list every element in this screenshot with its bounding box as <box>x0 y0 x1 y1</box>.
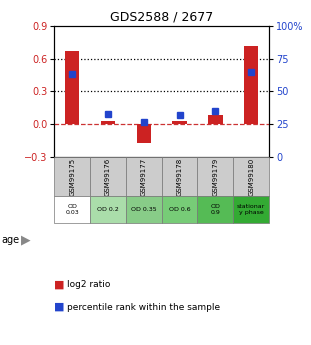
Bar <box>54 157 90 196</box>
Text: OD
0.9: OD 0.9 <box>211 204 220 215</box>
Text: GSM99178: GSM99178 <box>177 158 183 196</box>
Bar <box>90 196 126 223</box>
Bar <box>90 157 126 196</box>
Text: age: age <box>2 235 20 245</box>
Text: ▶: ▶ <box>21 233 31 246</box>
Text: GSM99180: GSM99180 <box>248 158 254 196</box>
Text: GSM99175: GSM99175 <box>69 158 75 196</box>
Bar <box>244 46 258 124</box>
Bar <box>172 121 187 124</box>
Text: OD 0.2: OD 0.2 <box>97 207 119 212</box>
Text: ■: ■ <box>54 302 65 312</box>
Text: OD 0.35: OD 0.35 <box>131 207 157 212</box>
Text: stationar
y phase: stationar y phase <box>237 204 265 215</box>
Bar <box>162 157 197 196</box>
Bar <box>126 196 162 223</box>
Bar <box>162 196 197 223</box>
Text: OD 0.6: OD 0.6 <box>169 207 190 212</box>
Title: GDS2588 / 2677: GDS2588 / 2677 <box>110 10 213 23</box>
Bar <box>233 196 269 223</box>
Text: percentile rank within the sample: percentile rank within the sample <box>67 303 220 312</box>
Text: GSM99179: GSM99179 <box>212 158 218 196</box>
Text: OD
0.03: OD 0.03 <box>65 204 79 215</box>
Bar <box>233 157 269 196</box>
Bar <box>137 124 151 143</box>
Bar <box>208 116 223 124</box>
Bar <box>197 157 233 196</box>
Text: ■: ■ <box>54 280 65 289</box>
Bar <box>54 196 90 223</box>
Bar <box>101 121 115 124</box>
Bar <box>126 157 162 196</box>
Text: GSM99176: GSM99176 <box>105 158 111 196</box>
Text: log2 ratio: log2 ratio <box>67 280 110 289</box>
Bar <box>197 196 233 223</box>
Text: GSM99177: GSM99177 <box>141 158 147 196</box>
Bar <box>65 51 79 124</box>
